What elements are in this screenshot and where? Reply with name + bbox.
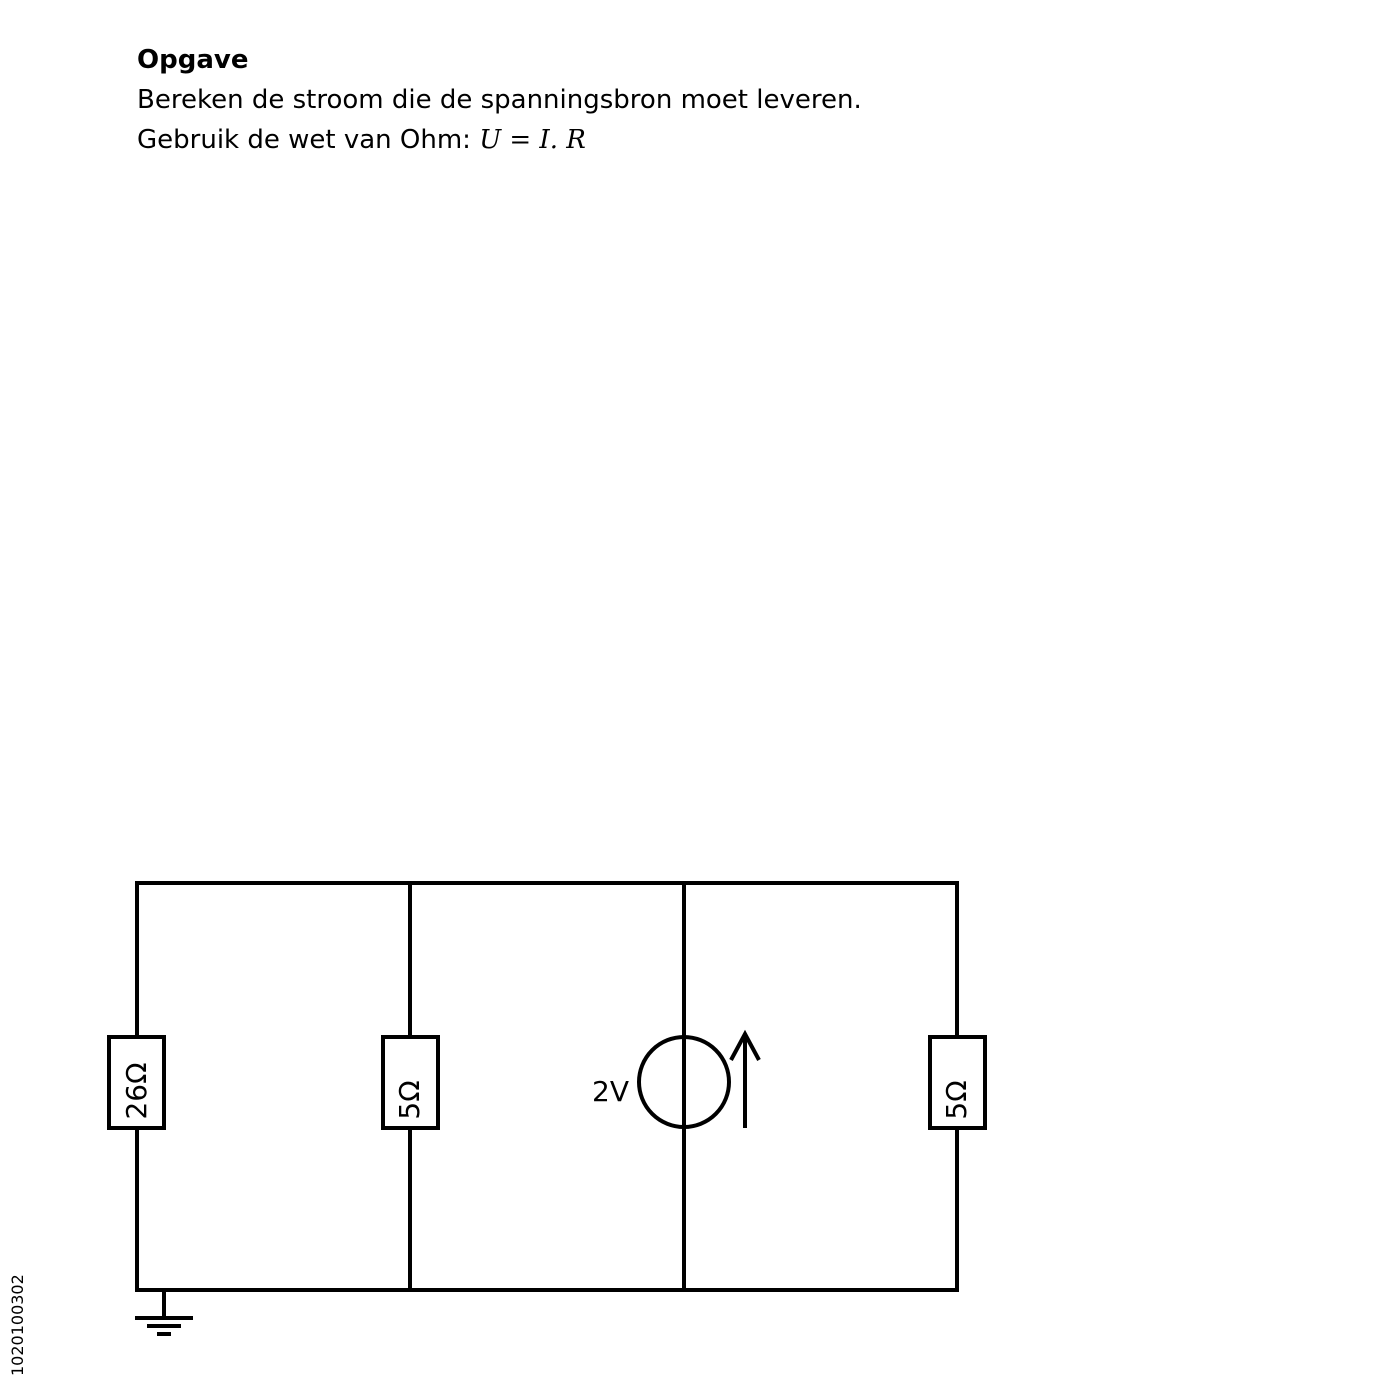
resistor-3-label: 5Ω [940,1080,973,1119]
arrow-up-icon [731,1034,759,1128]
resistor-2-label: 5Ω [393,1080,426,1119]
source-label: 2V [592,1075,629,1108]
resistor-1-label: 26Ω [120,1062,153,1119]
ground-icon [135,1290,193,1334]
exercise-code: 1020100302 [8,1274,27,1376]
